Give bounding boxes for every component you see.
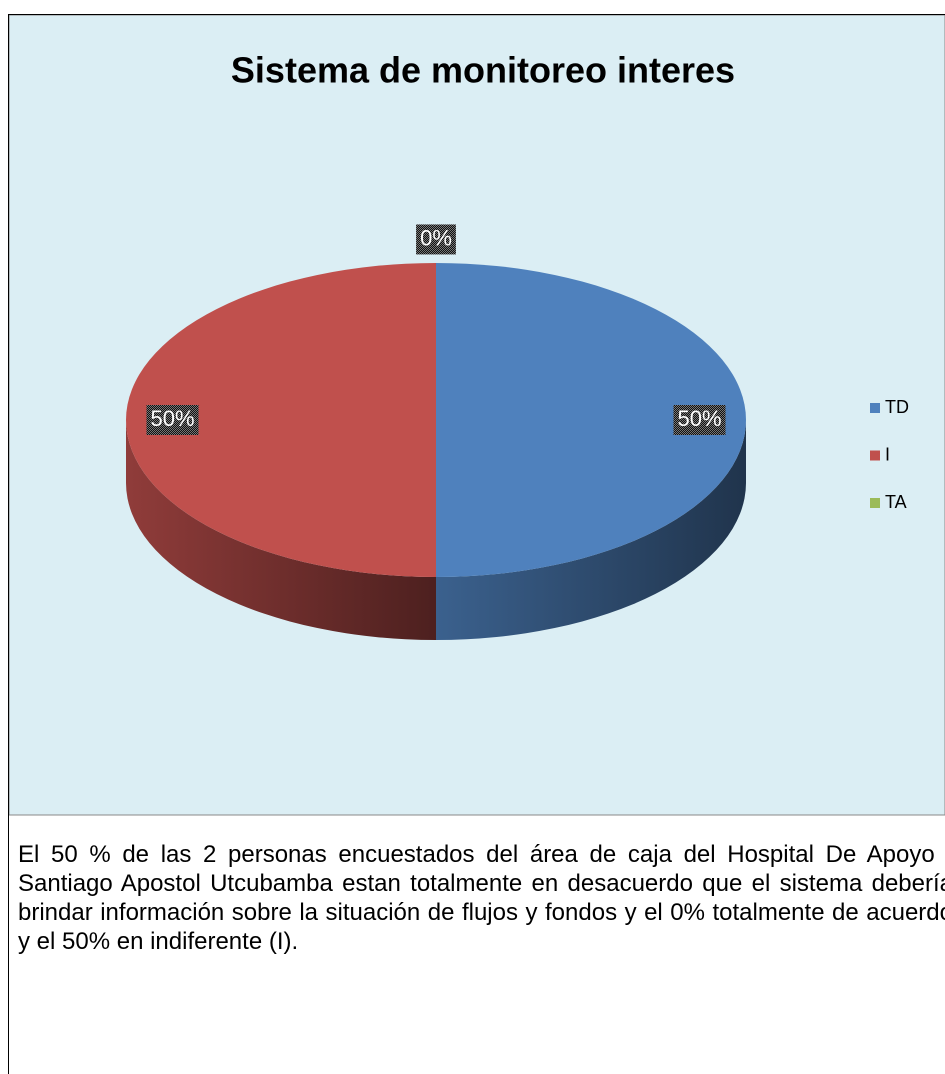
legend-swatch xyxy=(870,450,880,461)
data-label-box xyxy=(416,224,456,255)
data-label: 50% xyxy=(677,406,721,431)
legend-label: I xyxy=(885,444,890,464)
legend-label: TA xyxy=(885,492,907,512)
data-label-box xyxy=(673,405,726,435)
data-label-box xyxy=(146,405,199,435)
data-label: 0% xyxy=(420,225,452,250)
chart: Sistema de monitoreo interes 50% 50% 0% TD I… xyxy=(9,15,945,816)
legend-swatch xyxy=(870,403,880,413)
pie-side xyxy=(126,420,436,640)
pie-slice xyxy=(126,263,436,577)
chart-title: Sistema de monitoreo interes xyxy=(231,50,735,91)
pie-slice xyxy=(436,263,746,577)
paragraph: El 50 % de las 2 personas encuestados de… xyxy=(18,841,945,955)
legend-swatch xyxy=(870,498,880,508)
legend-label: TD xyxy=(885,397,909,417)
data-label: 50% xyxy=(150,406,194,431)
pie-side xyxy=(436,420,746,640)
